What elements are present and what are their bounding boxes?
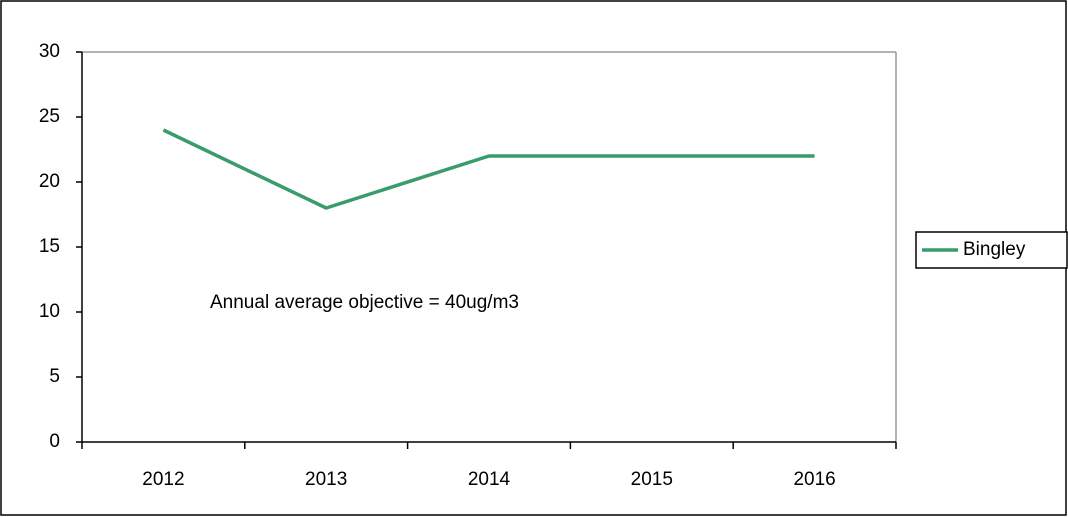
y-tick-label: 25	[39, 106, 60, 127]
x-tick-label: 2016	[793, 469, 835, 490]
y-tick-label: 10	[39, 301, 60, 322]
y-tick-label: 0	[49, 431, 60, 452]
y-tick-label: 20	[39, 171, 60, 192]
x-tick-label: 2012	[142, 469, 184, 490]
legend-label: Bingley	[963, 239, 1026, 260]
y-tick-label: 15	[39, 236, 60, 257]
y-tick-label: 30	[39, 41, 60, 62]
x-tick-label: 2014	[468, 469, 511, 490]
y-tick-label: 5	[49, 366, 60, 387]
annotation: Annual average objective = 40ug/m3	[210, 292, 519, 313]
x-tick-label: 2013	[305, 469, 347, 490]
x-tick-label: 2015	[631, 469, 673, 490]
series-line	[162, 128, 815, 210]
